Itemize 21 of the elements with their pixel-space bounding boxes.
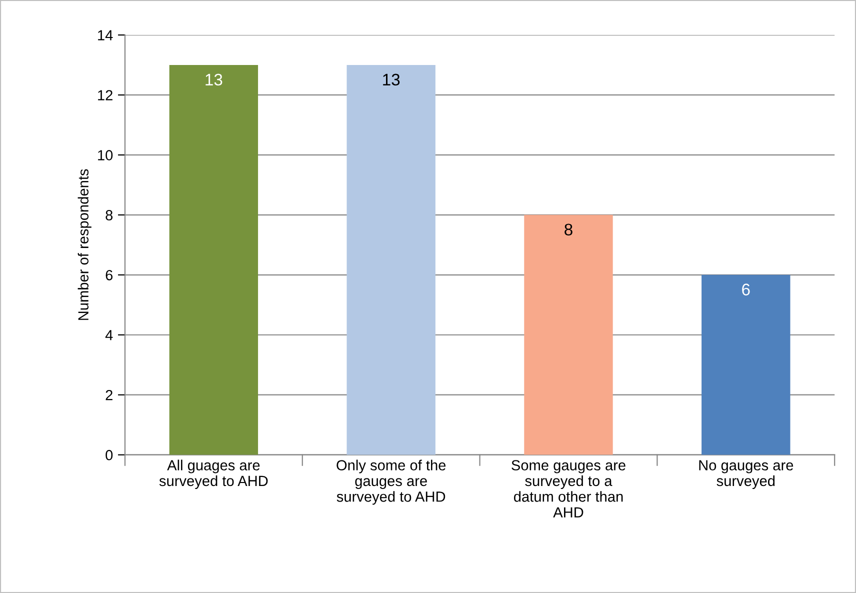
- y-axis-title: Number of respondents: [78, 169, 92, 320]
- y-tick-label: 2: [106, 390, 112, 400]
- y-tick-label: 0: [106, 450, 113, 460]
- y-tick-label: 4: [105, 330, 113, 340]
- y-tick-label: 14: [98, 30, 113, 40]
- bar: [169, 64, 258, 455]
- data-label: 8: [564, 224, 572, 236]
- y-tick-label: 6: [106, 270, 113, 280]
- bar: [702, 274, 790, 455]
- y-tick-label: 8: [106, 210, 113, 220]
- x-tick-label: All guages are surveyed to AHD: [159, 460, 268, 489]
- x-tick-label: Some gauges are surveyed to a datum other than AHD: [512, 460, 626, 518]
- data-label: 13: [383, 74, 400, 86]
- y-tick-label: 10: [98, 150, 113, 160]
- data-label: 13: [206, 74, 222, 86]
- x-tick-label: Only some of the gauges are surveyed to AHD: [336, 460, 446, 505]
- x-tick-label: No gauges are surveyed: [699, 460, 794, 489]
- data-label: 6: [742, 284, 750, 296]
- bar: [346, 64, 436, 455]
- y-tick-label: 12: [98, 90, 112, 100]
- bar: [524, 214, 613, 455]
